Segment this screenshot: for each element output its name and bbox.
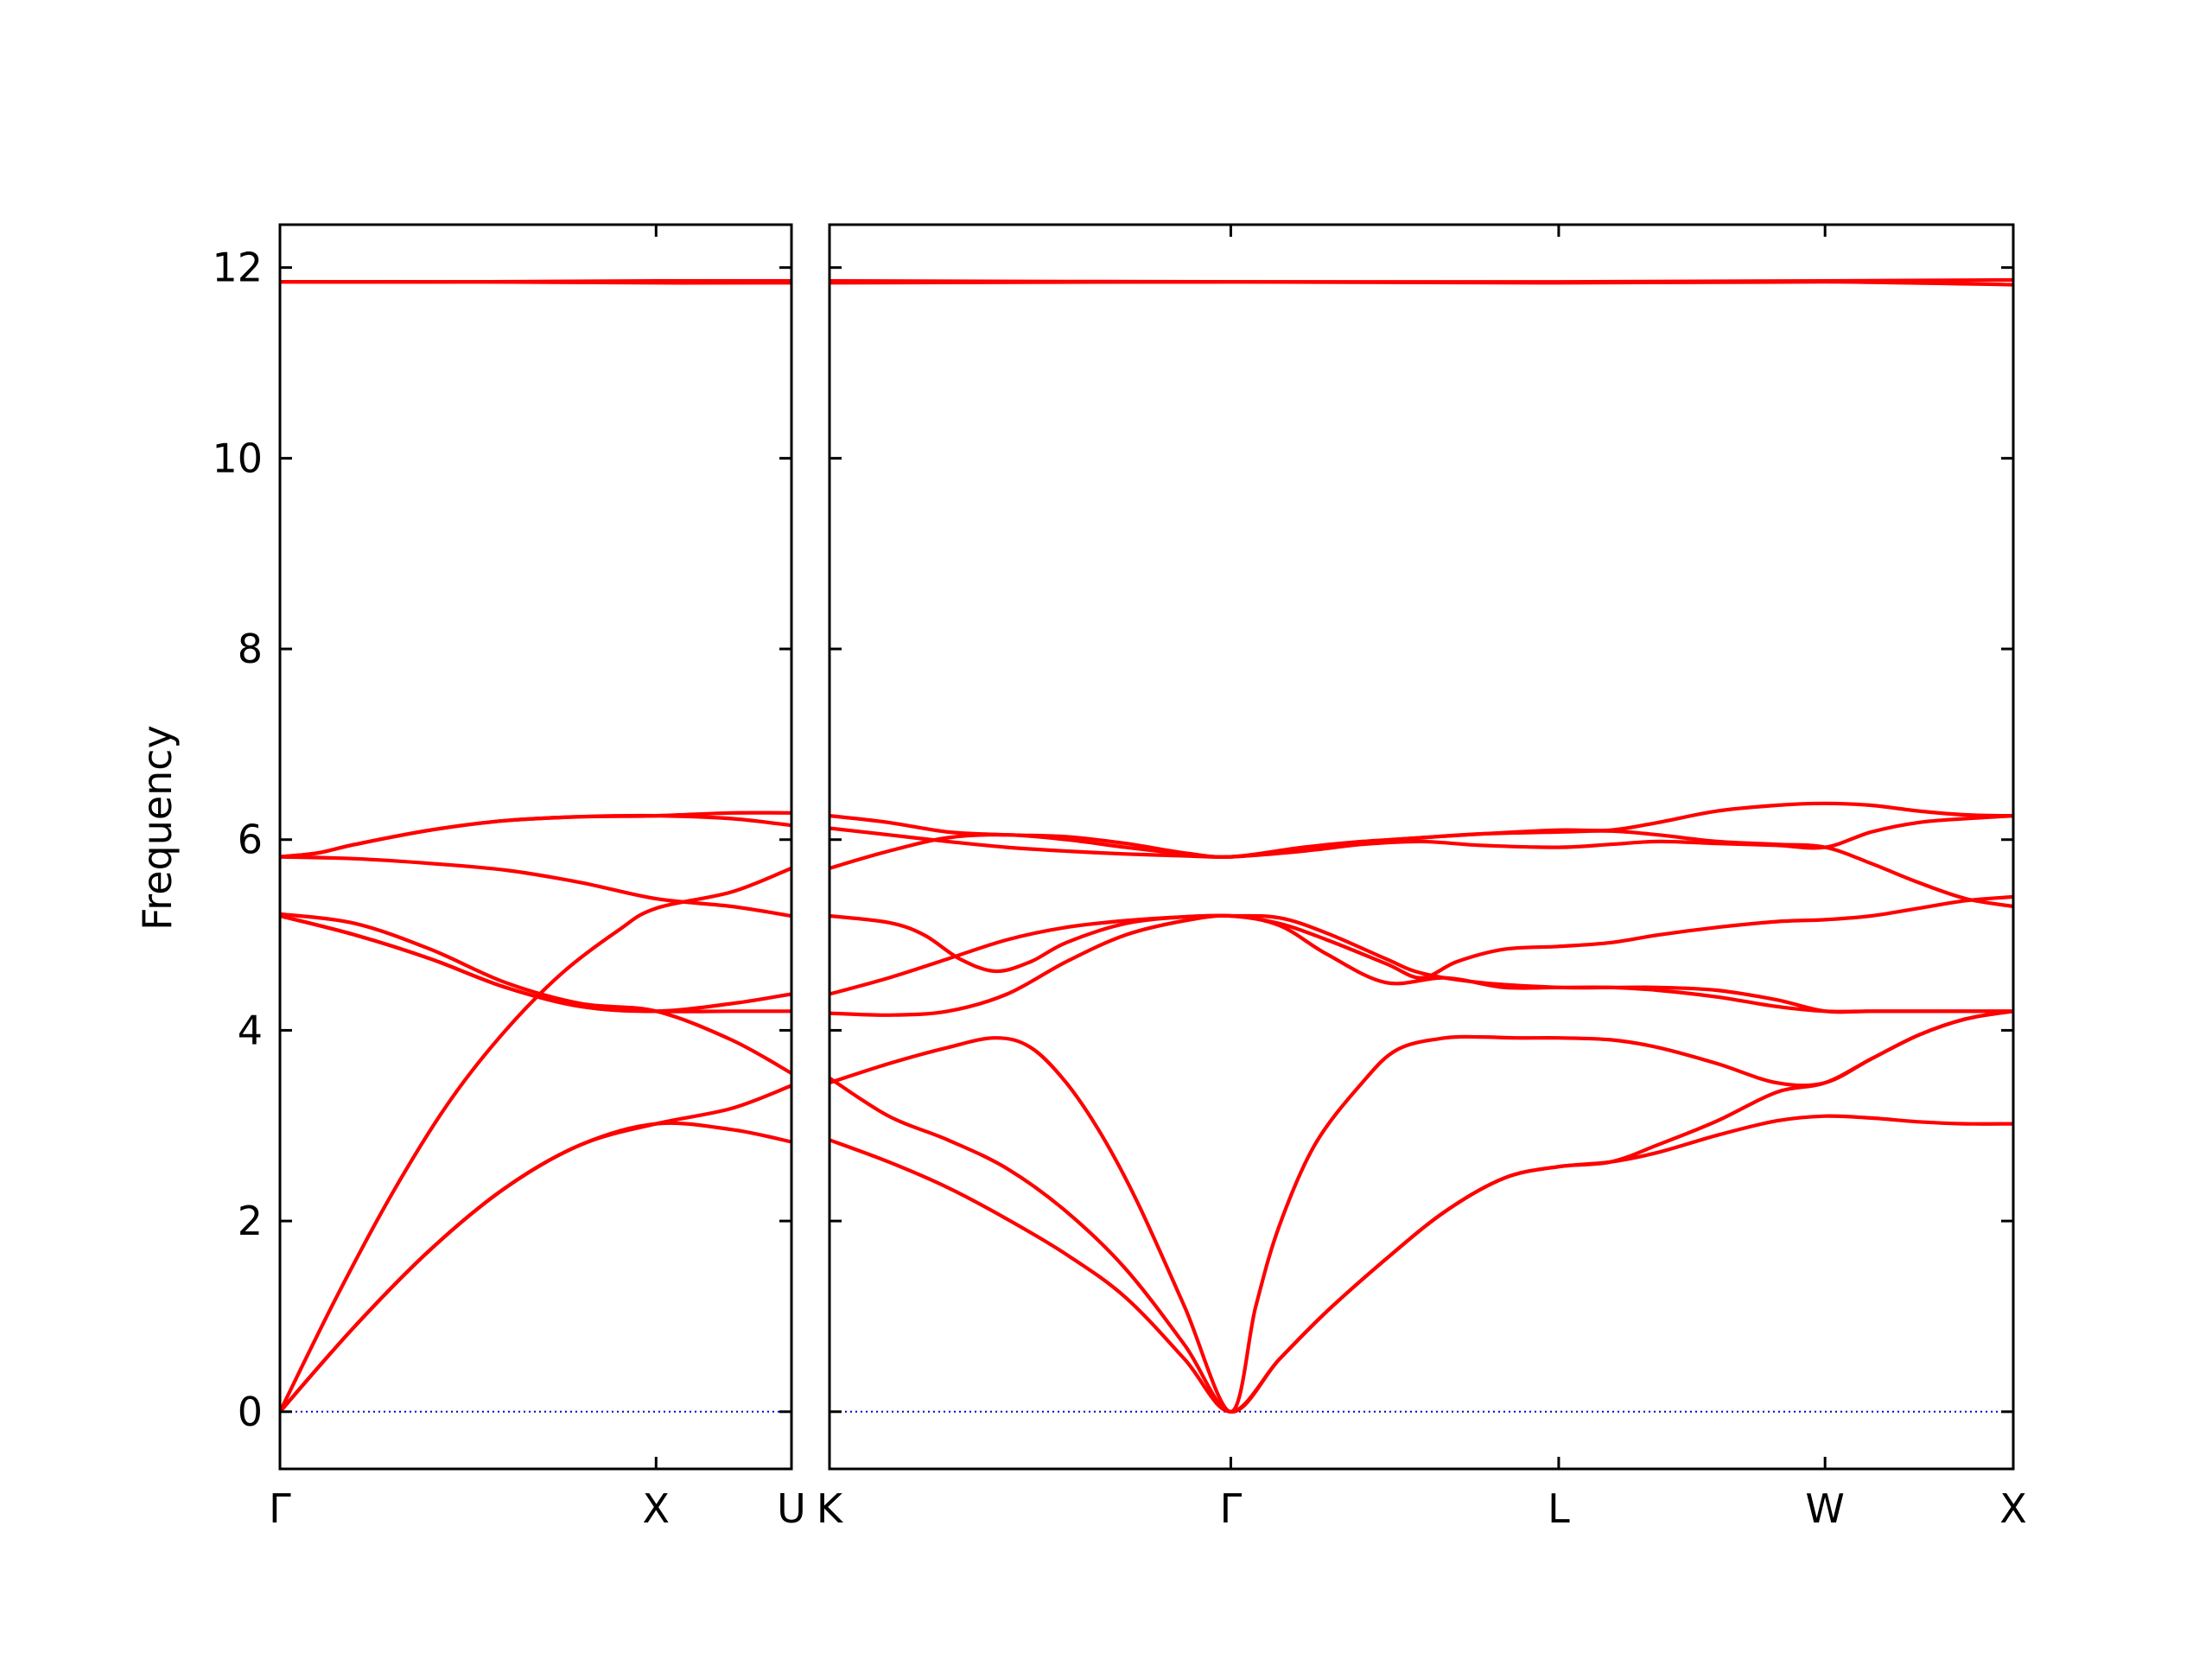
y-tick-label: 0 — [238, 1389, 263, 1435]
band-line-right-5 — [830, 894, 2013, 996]
band-line-right-10 — [830, 277, 2013, 284]
band-line-right-7 — [830, 814, 2013, 859]
band-line-left-7 — [280, 813, 791, 859]
y-tick-label: 12 — [212, 245, 263, 291]
x-tick-label: Γ — [1220, 1485, 1243, 1532]
bands-right — [830, 277, 2013, 1414]
x-tick-label: W — [1805, 1485, 1844, 1532]
x-tick-label: X — [643, 1485, 671, 1532]
plot-frame-left — [278, 223, 793, 1471]
y-tick-label: 6 — [238, 817, 263, 863]
band-line-right-0 — [830, 1114, 2013, 1414]
band-line-right-2 — [830, 1009, 2013, 1414]
x-tick-label: X — [1999, 1485, 2027, 1532]
band-line-left-2 — [280, 866, 791, 1414]
band-line-left-10 — [280, 278, 791, 284]
y-tick-label: 10 — [212, 435, 263, 481]
x-tick-label: Γ — [269, 1485, 291, 1532]
band-line-right-3 — [830, 913, 2013, 1017]
band-line-right-1 — [830, 1009, 2013, 1414]
panels-layer: 0 2 4 6 8 10 12 Γ X U K Γ L W X — [212, 223, 2027, 1532]
y-tick-label: 2 — [238, 1198, 263, 1244]
band-line-left-8 — [280, 810, 791, 859]
x-tick-label: L — [1548, 1485, 1570, 1532]
band-line-right-4 — [830, 913, 2013, 1014]
y-tick-label: 4 — [238, 1007, 263, 1053]
panel-left: 0 2 4 6 8 10 12 Γ X U — [212, 223, 806, 1532]
band-line-left-1 — [280, 1084, 791, 1414]
band-line-left-6 — [280, 855, 791, 918]
x-tick-label: K — [817, 1485, 844, 1532]
y-axis-label: Frequency — [134, 725, 181, 931]
band-line-left-5 — [280, 913, 791, 1014]
x-tick-label: U — [777, 1485, 806, 1532]
y-tick-label: 8 — [238, 626, 263, 672]
band-line-right-8 — [830, 801, 2013, 859]
band-line-left-3 — [280, 912, 791, 1076]
bands-left — [280, 278, 791, 1414]
plot-frame-right — [828, 223, 2015, 1471]
